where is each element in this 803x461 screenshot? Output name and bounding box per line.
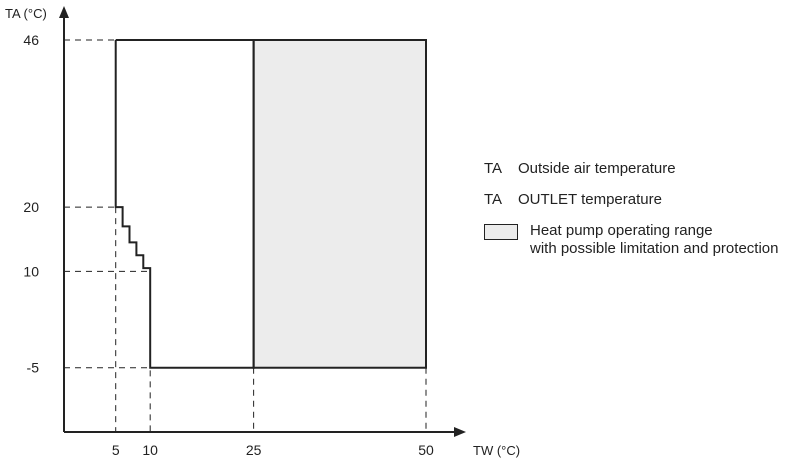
legend-range-line-2: with possible limitation and protection (530, 240, 779, 257)
legend-row-outlet: TA OUTLET temperature (484, 191, 799, 209)
y-axis-arrow-icon (59, 6, 69, 18)
axes (59, 6, 466, 437)
x-tick-label: 25 (246, 442, 262, 458)
x-tick-label: 10 (142, 442, 158, 458)
y-tick-label: -5 (27, 360, 40, 376)
y-tick-label: 46 (23, 32, 39, 48)
legend-row-operating-range: Heat pump operating range with possible … (484, 222, 799, 258)
x-tick-label: 50 (418, 442, 434, 458)
heat-pump-range-area (252, 39, 427, 369)
legend-text: OUTLET temperature (518, 191, 662, 208)
y-tick-labels: 46 20 10 -5 (23, 32, 39, 376)
legend-range-line-1: Heat pump operating range (530, 222, 713, 239)
legend-symbol: TA (484, 191, 503, 208)
y-tick-label: 10 (23, 263, 39, 279)
legend: TA Outside air temperature TA OUTLET tem… (484, 160, 799, 271)
legend-range-text: Heat pump operating range with possible … (530, 222, 778, 258)
x-axis-arrow-icon (454, 427, 466, 437)
legend-row-outside-air: TA Outside air temperature (484, 160, 799, 178)
x-tick-label: 5 (112, 442, 120, 458)
y-axis-title: TA (°C) (5, 6, 47, 21)
legend-text: Outside air temperature (518, 160, 676, 177)
operating-envelope-outline (114, 39, 255, 369)
x-tick-labels: 5 10 25 50 (112, 442, 434, 458)
legend-symbol: TA (484, 160, 503, 177)
x-axis-title: TW (°C) (473, 443, 520, 458)
legend-swatch (484, 224, 518, 240)
y-tick-label: 20 (23, 199, 39, 215)
